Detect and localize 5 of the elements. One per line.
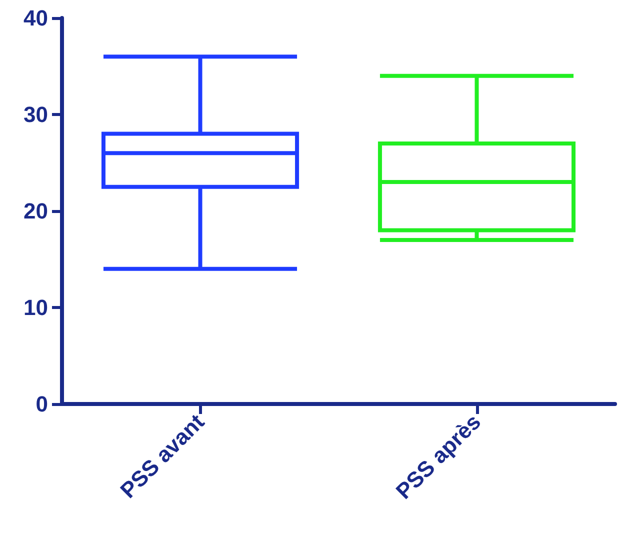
y-tick-label: 10 [24, 295, 48, 320]
y-tick-label: 40 [24, 6, 48, 30]
y-tick-label: 30 [24, 102, 48, 127]
y-tick-label: 20 [24, 198, 48, 224]
y-tick-label: 0 [36, 392, 48, 416]
